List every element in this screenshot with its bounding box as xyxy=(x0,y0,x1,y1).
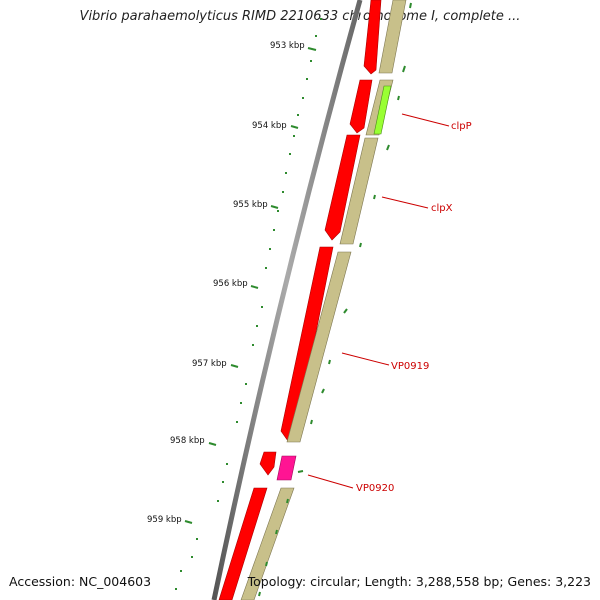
cds-red-1[interactable] xyxy=(363,0,382,75)
scale-label-957: 957 kbp xyxy=(192,359,227,369)
scale-label-958: 958 kbp xyxy=(170,436,205,446)
gene-label-VP0920[interactable]: VP0920 xyxy=(356,483,394,494)
gene-label-clpP[interactable]: clpP xyxy=(451,121,472,132)
scale-label-959: 959 kbp xyxy=(147,515,182,525)
scale-label-955: 955 kbp xyxy=(233,200,268,210)
cds-red-5[interactable] xyxy=(259,451,277,476)
gene-label-clpX[interactable]: clpX xyxy=(431,203,453,214)
cds-track xyxy=(218,0,382,600)
accession-text: Accession: NC_004603 xyxy=(9,574,152,589)
gene-leaders xyxy=(307,113,450,489)
gene-band-1[interactable] xyxy=(378,0,407,74)
gene-labels: clpP clpX VP0919 VP0920 xyxy=(356,121,472,494)
outer-ticks-right xyxy=(258,2,412,597)
scale-label-954: 954 kbp xyxy=(252,121,287,131)
gene-band-5[interactable] xyxy=(240,487,295,600)
cds-red-6[interactable] xyxy=(218,487,268,600)
scale-major-ticks xyxy=(184,47,317,524)
map-title: Vibrio parahaemolyticus RIMD 2210633 chr… xyxy=(79,9,521,24)
gene-band-4[interactable] xyxy=(286,251,352,443)
gene-band-3[interactable] xyxy=(339,137,379,245)
scale-label-956: 956 kbp xyxy=(213,279,248,289)
chromosome-backbone xyxy=(211,0,363,600)
scale-labels: 953 kbp 954 kbp 955 kbp 956 kbp 957 kbp … xyxy=(147,41,305,525)
misc-feature-magenta[interactable] xyxy=(276,455,297,481)
cds-red-3[interactable] xyxy=(324,134,361,241)
scale-dots xyxy=(175,18,322,590)
gene-band-track xyxy=(240,0,407,600)
clpP-highlight[interactable] xyxy=(373,85,392,135)
chromosome-backbone-inner xyxy=(218,0,368,600)
gene-label-VP0919[interactable]: VP0919 xyxy=(391,361,429,372)
cds-red-2[interactable] xyxy=(349,79,373,134)
scale-label-953: 953 kbp xyxy=(270,41,305,51)
topology-summary: Topology: circular; Length: 3,288,558 bp… xyxy=(247,574,591,589)
